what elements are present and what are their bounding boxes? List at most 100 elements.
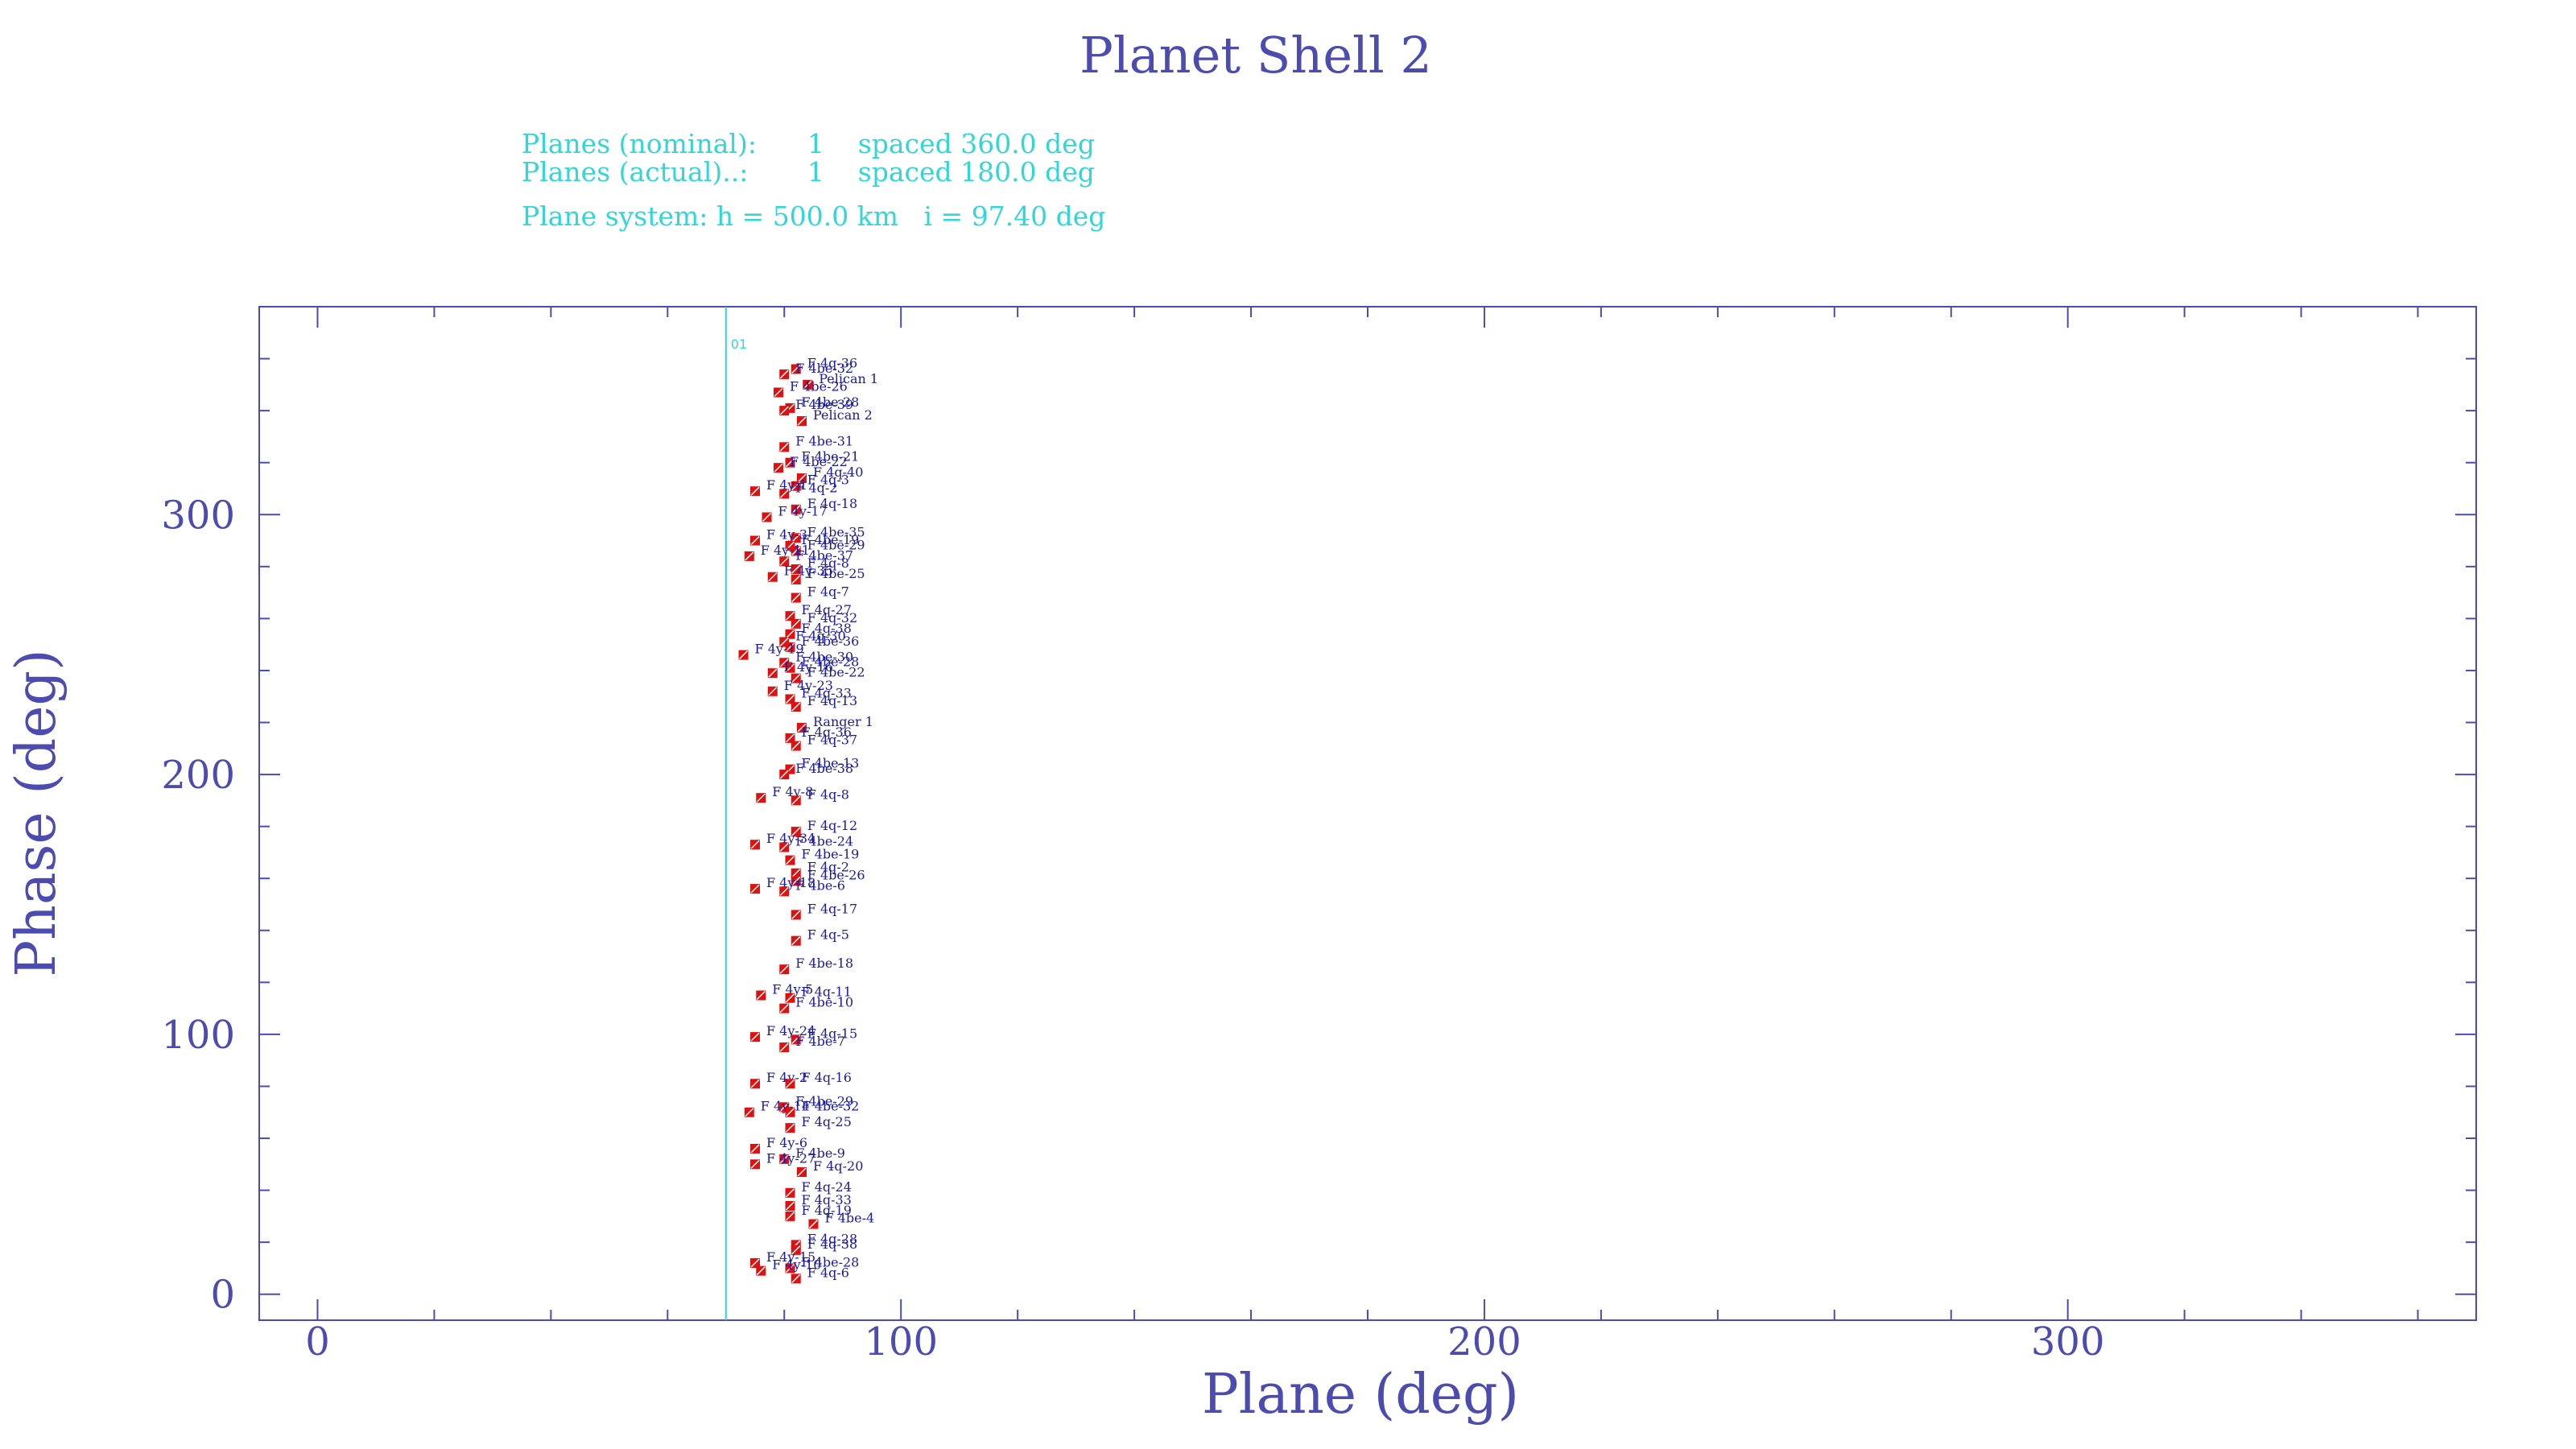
satellite-label: F 4y-6: [766, 1135, 807, 1150]
satellite-label: F 4y-27: [766, 1150, 815, 1166]
satellite-marker-slash: [791, 619, 801, 629]
satellite-marker-slash: [785, 1212, 795, 1221]
satellite-label: F 4y-19: [755, 642, 804, 657]
satellite-marker-slash: [785, 611, 795, 621]
satellite-marker-slash: [779, 658, 789, 667]
satellite-marker-slash: [791, 1245, 801, 1255]
satellite-marker-slash: [785, 1263, 795, 1273]
info-line-plane-system: Plane system: h = 500.0 km i = 97.40 deg: [522, 200, 1105, 232]
satellite-label: F 4q-30: [795, 628, 845, 643]
satellite-label: F 4be-10: [795, 995, 853, 1010]
satellite-label: F 4y-11: [761, 543, 810, 558]
satellite-label: F 4be-28: [802, 394, 860, 410]
satellite-marker-slash: [791, 674, 801, 683]
satellite-label: F 4q-3: [807, 473, 849, 488]
satellite-marker-slash: [791, 564, 801, 574]
satellite-label: F 4be-25: [807, 566, 865, 581]
satellite-label: F 4q-28: [807, 1231, 857, 1246]
satellite-marker-slash: [762, 512, 772, 522]
satellite-label: F 4be-19: [802, 847, 860, 862]
satellite-marker-slash: [750, 486, 760, 496]
satellite-marker-slash: [797, 723, 807, 733]
axes: 0 100 200 300 0 100 200 300: [161, 306, 2477, 1364]
satellite-label: F 4q-12: [807, 818, 857, 833]
satellite-marker-slash: [791, 505, 801, 514]
satellite-marker-slash: [750, 1159, 760, 1169]
satellite-marker-slash: [791, 546, 801, 555]
satellite-marker-slash: [785, 1079, 795, 1088]
satellite-label: F 4q-6: [807, 1265, 849, 1280]
satellite-label: F 4y-5: [772, 981, 813, 997]
satellite-marker-slash: [785, 733, 795, 743]
satellite-marker-slash: [785, 541, 795, 551]
satellite-label: F 4be-18: [795, 956, 853, 971]
satellite-label: F 4be-22: [807, 665, 865, 680]
satellite-marker-slash: [797, 1167, 807, 1177]
satellite-label: F 4be-31: [795, 433, 853, 448]
satellite-label: F 4be-29: [807, 537, 865, 552]
satellite-marker-slash: [785, 1123, 795, 1133]
satellite-marker-slash: [779, 1154, 789, 1164]
satellite-marker-slash: [750, 536, 760, 546]
satellite-marker-slash: [779, 964, 789, 974]
x-tick-label: 200: [1447, 1319, 1521, 1364]
satellite-marker-slash: [779, 1004, 789, 1013]
satellite-label: F 4be-36: [802, 634, 860, 649]
satellite-marker-slash: [779, 886, 789, 896]
satellite-marker-slash: [785, 458, 795, 468]
satellite-marker-slash: [785, 630, 795, 639]
y-tick-label: 200: [161, 753, 235, 798]
plot-frame: [258, 306, 2477, 1321]
x-tick-label: 100: [864, 1319, 938, 1364]
satellite-label: F 4q-2: [795, 480, 837, 495]
satellite-marker-slash: [739, 650, 749, 660]
satellite-label: F 4y-3: [766, 527, 807, 543]
satellite-marker-slash: [756, 1266, 766, 1276]
satellite-marker-slash: [791, 876, 801, 886]
satellite-marker-slash: [791, 795, 801, 805]
satellite-label: F 4be-38: [795, 761, 853, 776]
satellite-marker-slash: [745, 551, 754, 561]
satellite-label: F 4q-24: [802, 1179, 852, 1195]
satellite-label: F 4q-7: [807, 584, 849, 600]
satellite-marker-slash: [791, 1034, 801, 1044]
satellite-label: F 4y-34: [766, 831, 815, 846]
satellite-marker-slash: [791, 364, 801, 374]
satellite-marker-slash: [779, 842, 789, 852]
satellite-marker-slash: [791, 533, 801, 543]
satellite-label: F 4be-7: [795, 1034, 845, 1049]
satellite-label: F 4y-23: [784, 678, 833, 693]
satellite-marker-slash: [803, 380, 812, 390]
satellite-label: F 4be-22: [790, 454, 848, 469]
satellite-label: Pelican 2: [813, 407, 873, 423]
satellite-label: F 4y-15: [766, 1249, 815, 1265]
satellite-marker-slash: [774, 463, 783, 473]
satellite-label: F 4be-28: [802, 1254, 860, 1269]
satellite-marker-slash: [791, 702, 801, 712]
satellite-marker-slash: [791, 910, 801, 919]
satellite-marker-slash: [768, 572, 778, 582]
satellite-marker-slash: [779, 637, 789, 646]
satellite-marker-slash: [791, 481, 801, 491]
satellite-marker-slash: [779, 1042, 789, 1052]
satellite-label: F 4y-2: [766, 1070, 807, 1085]
satellite-marker-slash: [785, 856, 795, 865]
satellite-marker-slash: [797, 473, 807, 483]
satellite-marker-slash: [785, 642, 795, 652]
satellite-label: F 4y-18: [766, 875, 815, 890]
satellite-label: F 4be-32: [802, 1099, 860, 1114]
satellite-label: F 4be-28: [802, 654, 860, 670]
y-axis-label: Phase (deg): [5, 649, 68, 976]
satellite-marker-slash: [791, 936, 801, 946]
satellite-label: F 4q-40: [813, 464, 863, 480]
satellite-label: F 4be-4: [825, 1211, 875, 1226]
satellite-label: F 4q-16: [802, 1070, 852, 1085]
satellite-label: F 4q-33: [802, 685, 852, 700]
satellite-marker-slash: [779, 406, 789, 415]
satellite-label: F 4be-13: [802, 756, 860, 771]
satellite-label: F 4be-32: [795, 361, 853, 376]
satellite-label: F 4be-35: [807, 524, 865, 539]
satellite-marker-slash: [785, 1108, 795, 1117]
